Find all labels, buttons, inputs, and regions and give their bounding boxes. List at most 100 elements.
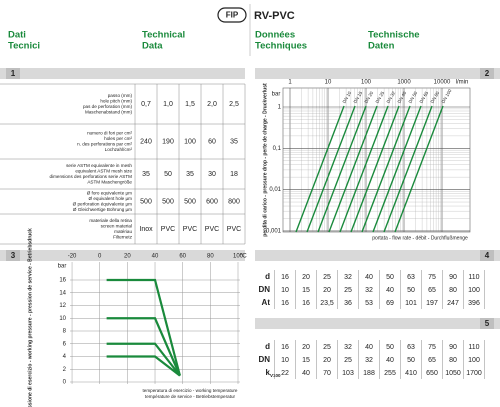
row-label: d [265,272,270,281]
cell: 2,0 [207,101,217,108]
section-bar [255,68,500,79]
y-tick-label: 0 [63,380,67,386]
row-label: numero di fori per cm² [87,130,132,135]
dn-curve [361,105,411,233]
pressure-curve [106,355,181,377]
cell: 40 [386,287,394,294]
dn-label: DN 65 [419,90,430,104]
section-number: 2 [485,69,490,78]
pressure-curve [106,317,181,377]
y-tick-label: 4 [63,354,67,360]
x-axis-label: temperatura di esercizio - working tempe… [143,388,238,393]
row-label: DN [258,355,270,364]
pressure-curve [106,278,181,376]
x-tick-label: 100 [233,254,244,260]
cell: 18 [230,171,238,178]
section-number-box [480,250,494,261]
cell: 110 [468,344,479,351]
dn-label: DN 32 [386,90,397,104]
cell: 255 [384,370,396,377]
section-bar [0,250,245,261]
dn-curve [317,105,367,233]
cell: 10 [281,357,289,364]
cell: 32 [344,274,352,281]
cell: 69 [386,300,394,307]
cell: 1,0 [163,101,173,108]
row-label: pas de perforation (mm) [83,104,132,109]
row-label: k [266,368,271,377]
row-label: Ø foro equivalente µm [87,190,132,195]
section-bar [255,318,500,329]
row-label: Ø equivalent hole µm [88,196,132,201]
cell: 75 [428,274,436,281]
x-tick-label: 0 [98,254,102,260]
dn-curve [394,105,444,233]
cell: 80 [449,357,457,364]
x-tick-label: 1 [288,80,292,86]
cell: 25 [323,344,331,351]
y-axis-label: pressione di esercizio - working pressur… [27,228,33,407]
cell: PVC [183,226,197,233]
cell: 65 [428,287,436,294]
x-tick-label: -20 [68,254,77,260]
section-bar [255,250,500,261]
cell: 240 [140,138,152,145]
cell: Inox [139,226,153,233]
section-number: 3 [11,251,16,260]
cell: 800 [228,198,240,205]
dn-curve [383,105,433,233]
row-label: equivalent ASTM mesh size [75,168,132,173]
cell: 65 [428,357,436,364]
cell: 25 [323,274,331,281]
x-tick-label: 10000 [434,80,451,86]
section-number: 4 [485,251,490,260]
y-tick-label: 8 [63,329,67,335]
row-label: Ø perforation équivalente µm [73,201,133,206]
cell: 30 [208,171,216,178]
cell: 35 [186,171,194,178]
x-unit: °C [240,254,247,260]
cell: PVC [205,226,219,233]
cell: 32 [344,344,352,351]
cell: 500 [140,198,152,205]
row-label: Lochzahl/cm² [105,147,133,152]
cell: 40 [365,344,373,351]
row-label: dimensions des perforations serie ASTM [50,174,133,179]
cell: 20 [302,344,310,351]
dn-curve [295,105,345,233]
cell: 188 [363,370,375,377]
cell: 16 [302,300,310,307]
x-tick-label: 40 [152,254,159,260]
x-tick-label: 1000 [397,80,411,86]
x-axis-label: température de service - Betriebstempera… [145,394,236,399]
dn-label: DN 25 [375,90,386,104]
y-tick-label: 14 [59,290,66,296]
dn-curve [328,105,378,233]
x-tick-label: 20 [124,254,131,260]
dn-label: DN 100 [441,88,453,104]
logo-frame [217,7,247,23]
cell: 16 [281,344,289,351]
cell: 103 [342,370,354,377]
row-label: DN [258,285,270,294]
cell: 15 [302,357,310,364]
column-heading: Données [255,30,295,41]
cell: 20 [323,357,331,364]
dn-curve [350,105,400,233]
y-unit: bar [58,264,67,270]
section-number-box [6,250,20,261]
cell: 10 [281,287,289,294]
cell: 40 [386,357,394,364]
cell: PVC [161,226,175,233]
cell: 500 [162,198,174,205]
y-tick-label: 2 [63,367,67,373]
y-tick-label: 0,1 [273,146,282,152]
product: RV-PVC [254,10,295,22]
pressure-curve [106,342,181,377]
row-label: Ø Gleichwertige Bohrung µm [73,207,132,212]
cell: 20 [323,287,331,294]
section-number-box [480,68,494,79]
cell: 50 [407,357,415,364]
cell: 101 [405,300,417,307]
dn-curve [372,105,422,233]
